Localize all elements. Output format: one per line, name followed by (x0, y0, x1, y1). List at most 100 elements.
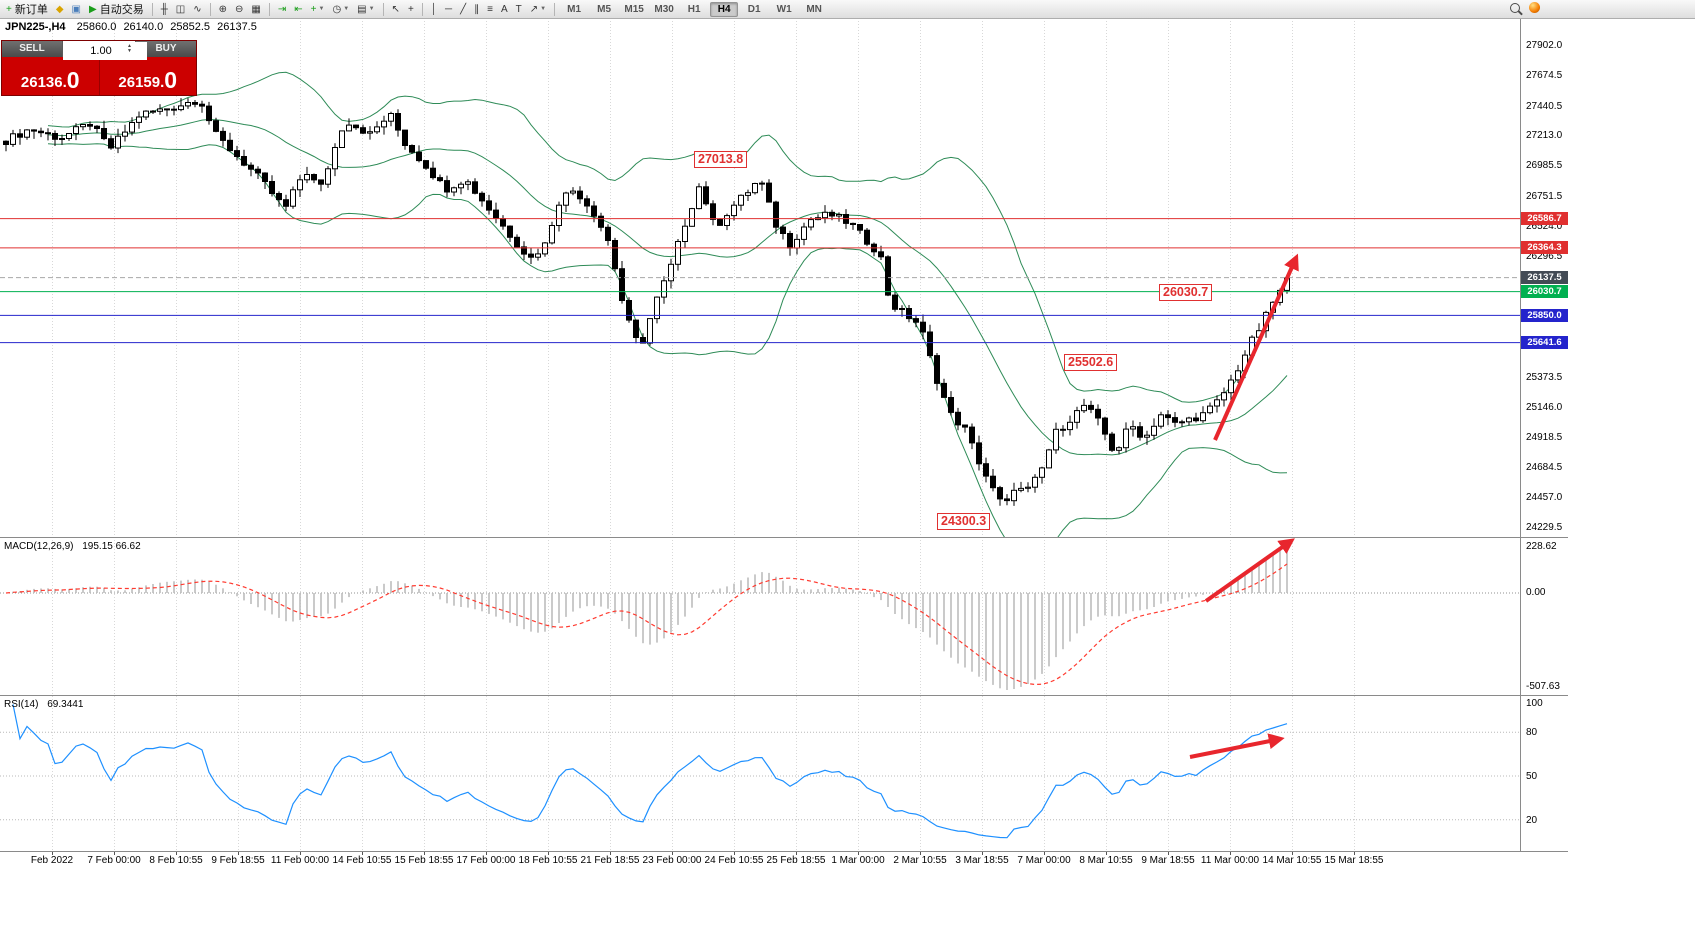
toolbar-templates[interactable]: ▤ ▼ (354, 2, 377, 17)
toolbar-zoom-in[interactable]: ⊕ (216, 2, 230, 17)
timeframe-w1[interactable]: W1 (776, 3, 792, 15)
toolbar-periods[interactable]: ◷ ▼ (329, 2, 352, 17)
time-axis-label: 25 Feb 18:55 (766, 855, 826, 866)
toolbar-zoom-out[interactable]: ⊖ (232, 2, 246, 17)
symbol-period: JPN225-,H4 (5, 21, 66, 33)
buy-price: 26159. (118, 74, 165, 91)
text-icon: A (501, 3, 508, 15)
rsi-scale-label: 50 (1526, 771, 1538, 782)
tile-windows-icon: ▦ (251, 3, 261, 15)
toolbar-fibonacci[interactable]: ≡ (484, 2, 496, 17)
toolbar-text-label[interactable]: T (513, 2, 525, 17)
community-icon[interactable] (1529, 2, 1540, 13)
volume-decrease-icon[interactable]: ▼ (127, 48, 132, 54)
line-chart-icon: ∿ (193, 3, 202, 15)
crosshair-icon: + (407, 3, 414, 15)
sell-button[interactable]: SELL (2, 41, 62, 57)
volume-input[interactable] (63, 42, 147, 60)
time-axis-label: 7 Feb 00:00 (87, 855, 141, 866)
toolbar-indicators[interactable]: + ▼ (308, 2, 328, 17)
macd-header: MACD(12,26,9) 195.15 66.62 (4, 541, 141, 552)
toolbar-autotrading[interactable]: ▶ 自动交易 (86, 2, 147, 17)
chart-annotation: 27013.8 (694, 151, 748, 168)
price-scale-label: 27440.5 (1526, 100, 1563, 112)
price-scale-label: 24918.5 (1526, 431, 1563, 443)
search-icon[interactable] (1510, 2, 1520, 13)
indicators-icon: + (310, 3, 317, 15)
buy-button[interactable]: BUY (136, 41, 196, 57)
time-axis-label: 17 Feb 00:00 (456, 855, 516, 866)
toolbar-horizontal-line[interactable]: ─ (442, 2, 455, 17)
rsi-header: RSI(14) 69.3441 (4, 699, 83, 710)
timeframe-m15[interactable]: M15 (624, 3, 644, 15)
time-axis-label: 15 Mar 18:55 (1324, 855, 1384, 866)
text-label-icon: T (515, 3, 522, 15)
time-axis-label: Feb 2022 (30, 855, 74, 866)
toolbar-separator (209, 2, 211, 16)
price-scale-label: 27674.5 (1526, 69, 1563, 81)
timeframe-m5[interactable]: M5 (597, 3, 612, 15)
candle-chart-icon: ◫ (175, 3, 186, 15)
zoom-in-icon: ⊕ (218, 3, 228, 15)
rsi-scale-label: 100 (1526, 698, 1543, 709)
toolbar-candle-chart[interactable]: ◫ (173, 2, 188, 17)
rsi-indicator-name: RSI(14) (4, 699, 39, 710)
time-axis-label: 8 Feb 10:55 (149, 855, 203, 866)
toolbar-new-order[interactable]: + 新订单 (3, 2, 51, 17)
toolbar: + 新订单 ◆ ▣ ▶ 自动交易 ╫ ◫ ∿ ⊕ ⊖ ▦ ⇥ ⇤ + ▼ ◷ ▼ ▤ ▼ ↖ + │ ─ ╱ ∥ ≡ A T ↗ ▼ M1 M5… (0, 0, 1695, 19)
timeframe-mn[interactable]: MN (806, 3, 822, 15)
toolbar-arrows[interactable]: ↗ ▼ (527, 2, 549, 17)
toolbar-vertical-line[interactable]: │ (428, 2, 440, 17)
volume-increase-icon[interactable]: ▲ (127, 43, 132, 49)
toolbar-bar-chart[interactable]: ╫ (158, 2, 171, 17)
timeframe-m1[interactable]: M1 (567, 3, 582, 15)
price-tag-26586.7: 26586.7 (1521, 212, 1568, 226)
time-axis-label: 9 Mar 18:55 (1141, 855, 1195, 866)
time-axis-label: 14 Feb 10:55 (332, 855, 392, 866)
toolbar-auto-scroll[interactable]: ⇥ (275, 2, 289, 17)
bar-chart-icon: ╫ (160, 3, 168, 15)
timeframe-d1[interactable]: D1 (747, 3, 761, 15)
toolbar-separator (268, 2, 270, 16)
toolbar-terminal[interactable]: ▣ (69, 2, 84, 17)
periods-dropdown-icon: ▼ (343, 6, 350, 12)
toolbar-text[interactable]: A (498, 2, 511, 17)
terminal-icon: ▣ (71, 3, 81, 15)
ohlc-low: 25852.5 (170, 21, 211, 33)
price-scale-label: 24457.0 (1526, 492, 1563, 504)
timeframe-m30[interactable]: M30 (654, 3, 674, 15)
sell-price-button[interactable]: 26136. 0 (2, 57, 99, 95)
vertical-line-icon: │ (430, 3, 438, 15)
volume-field: ▲ ▼ (62, 41, 147, 60)
toolbar-trendline[interactable]: ╱ (457, 2, 469, 17)
toolbar-cursor[interactable]: ↖ (389, 2, 403, 17)
toolbar-equidistant-channel[interactable]: ∥ (471, 2, 482, 17)
fibonacci-icon: ≡ (487, 3, 493, 15)
buy-price-button[interactable]: 26159. 0 (100, 57, 197, 95)
toolbar-chart-shift[interactable]: ⇤ (291, 2, 305, 17)
new-order-label: 新订单 (14, 4, 48, 16)
ohlc-close: 26137.5 (217, 21, 257, 33)
toolbar-separator (382, 2, 384, 16)
timeframe-h4[interactable]: H4 (710, 1, 739, 17)
time-axis-label: 18 Feb 10:55 (518, 855, 578, 866)
toolbar-crosshair[interactable]: + (405, 2, 417, 17)
price-tag-26137.5: 26137.5 (1521, 271, 1568, 285)
chart-annotation: 26030.7 (1159, 284, 1213, 301)
macd-scale-min: -507.63 (1526, 681, 1560, 692)
toolbar-new-chart[interactable]: ◆ (53, 2, 67, 17)
periods-icon: ◷ (332, 3, 342, 15)
cursor-icon: ↖ (391, 3, 400, 15)
price-scale-label: 25146.0 (1526, 401, 1563, 413)
time-axis-label: 9 Feb 18:55 (211, 855, 265, 866)
toolbar-tile-windows[interactable]: ▦ (248, 2, 263, 17)
time-axis-label: 8 Mar 10:55 (1079, 855, 1133, 866)
timeframe-h1[interactable]: H1 (687, 3, 701, 15)
one-click-trading-panel: SELL ▲ ▼ BUY 26136. 0 26159. 0 (1, 40, 197, 96)
toolbar-line-chart[interactable]: ∿ (190, 2, 204, 17)
toolbar-separator (554, 2, 556, 16)
rsi-scale-label: 80 (1526, 727, 1538, 739)
price-tag-25641.6: 25641.6 (1521, 336, 1568, 350)
